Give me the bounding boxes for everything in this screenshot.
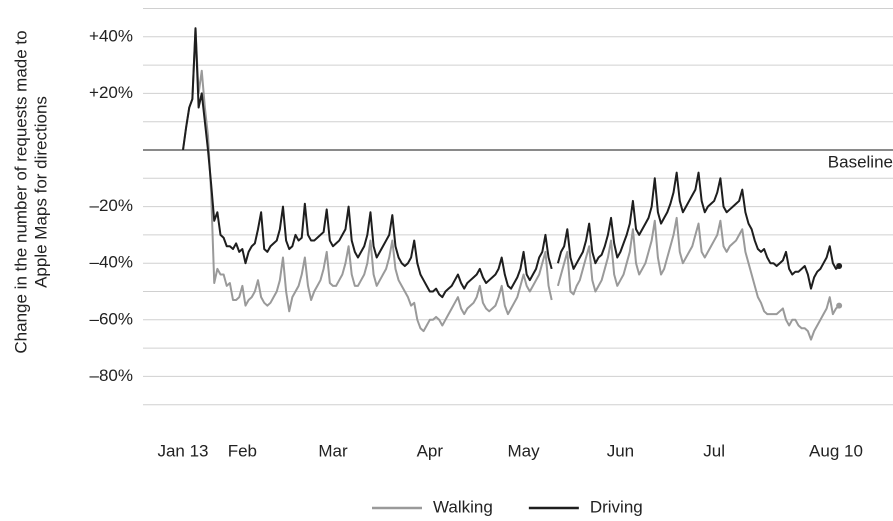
x-tick-label: Jun [607, 441, 634, 460]
y-axis-title: Change in the number of requests made to… [11, 30, 50, 353]
legend-label: Walking [433, 497, 493, 516]
y-tick-label: –60% [90, 309, 133, 328]
y-axis-title-line: Change in the number of requests made to [11, 30, 30, 353]
x-tick-label: Mar [318, 441, 348, 460]
y-tick-label: –40% [90, 253, 133, 272]
y-tick-label: +40% [89, 26, 133, 45]
end-point [836, 302, 843, 309]
x-tick-label: Jan 13 [157, 441, 208, 460]
x-tick-label: Feb [228, 441, 257, 460]
x-tick-label: Apr [417, 441, 444, 460]
series-line [182, 27, 840, 299]
x-tick-label: Aug 10 [809, 441, 863, 460]
series-line [182, 27, 840, 341]
end-point [836, 263, 843, 270]
baseline-label: Baseline [828, 152, 893, 171]
legend-label: Driving [590, 497, 643, 516]
y-axis-title-line: Apple Maps for directions [31, 96, 50, 288]
x-tick-label: May [507, 441, 540, 460]
x-tick-label: Jul [703, 441, 725, 460]
y-tick-label: –20% [90, 196, 133, 215]
y-tick-label: –80% [90, 366, 133, 385]
y-tick-label: +20% [89, 83, 133, 102]
